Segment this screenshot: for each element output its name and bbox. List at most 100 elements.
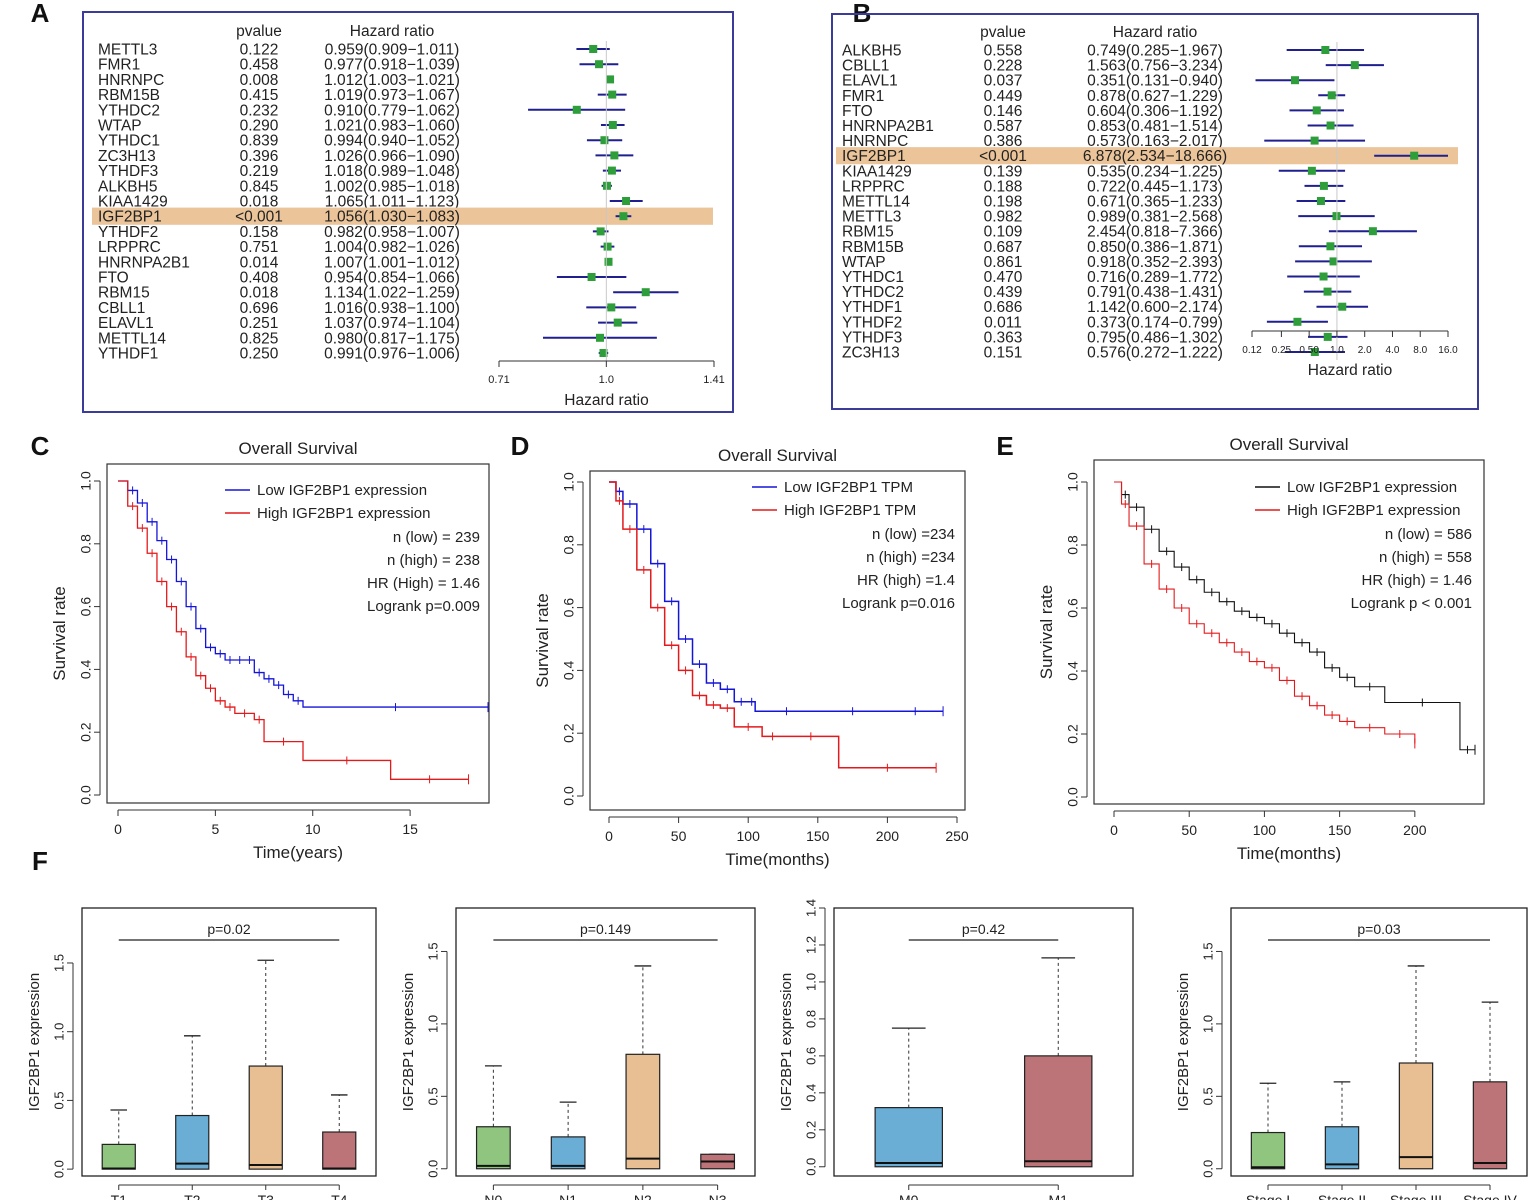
tick-label: 1.0	[51, 1023, 66, 1041]
pvalue-label: <0.001	[979, 148, 1027, 165]
hr-ci-label: 1.563(0.756−3.234)	[1087, 58, 1223, 75]
hr-marker	[1329, 257, 1338, 266]
tick-label: 1.5	[51, 954, 66, 972]
gene-label: YTHDF2	[842, 314, 902, 331]
hr-marker	[1326, 242, 1335, 251]
box-body	[1250, 1131, 1286, 1170]
col-header-hazard-ratio: Hazard ratio	[350, 23, 434, 40]
y-tick: 0.2	[78, 722, 100, 742]
stat-label: HR (high) = 1.46	[1362, 572, 1472, 589]
hr-ci-label: 1.018(0.989−1.048)	[324, 163, 460, 180]
gene-label: IGF2BP1	[842, 148, 906, 165]
box-body	[550, 1136, 586, 1170]
forest-row: RBM15B 0.415 1.019(0.973−1.067)	[98, 87, 627, 104]
box-body	[248, 1065, 283, 1170]
legend: Low IGF2BP1 expression High IGF2BP1 expre…	[225, 482, 480, 615]
forest-row: METTL14 0.198 0.671(0.365−1.233)	[842, 194, 1346, 211]
panel-letter-text: E	[996, 431, 1013, 461]
tick-label: 0.4	[561, 660, 577, 680]
gene-label: CBLL1	[98, 300, 145, 317]
pvalue-label: 0.158	[240, 224, 279, 241]
stat-label: HR (high) =1.4	[857, 572, 955, 589]
tick-label: 1.5	[1200, 942, 1215, 960]
tick-label: 100	[1253, 822, 1277, 838]
box-n0	[475, 1065, 511, 1170]
forest-row: FMR1 0.449 0.878(0.627−1.229)	[842, 88, 1346, 105]
tick-label: 100	[737, 828, 761, 844]
pvalue-label: 0.415	[240, 87, 279, 104]
forest-row: KIAA1429 0.139 0.535(0.234−1.225)	[842, 163, 1346, 180]
hr-marker	[1338, 302, 1347, 311]
legend-label: Low IGF2BP1 expression	[1287, 479, 1457, 496]
survival-curve	[1114, 481, 1475, 751]
tick-label: 0.4	[803, 1084, 818, 1102]
x-tick: 150	[1328, 811, 1352, 838]
pvalue-label: 0.139	[984, 163, 1023, 180]
box-body	[1324, 1126, 1360, 1170]
gene-label: METTL3	[842, 209, 901, 226]
y-tick: 0.6	[78, 597, 100, 616]
y-tick: 0.0	[1200, 1160, 1222, 1178]
stat-label: n (low) =234	[872, 526, 955, 543]
gene-label: KIAA1429	[98, 194, 168, 211]
forest-frame	[831, 13, 1479, 410]
hr-ci-label: 0.671(0.365−1.233)	[1087, 194, 1223, 211]
category-label: M0	[899, 1192, 919, 1200]
y-tick: 0.0	[1065, 787, 1087, 807]
stat-label: n (high) =234	[866, 549, 955, 566]
hr-ci-label: 0.722(0.445−1.173)	[1087, 178, 1223, 195]
box-m0	[874, 1027, 943, 1168]
hr-marker	[608, 90, 617, 99]
significance-bracket: p=0.02	[118, 921, 340, 941]
x-tick: 0.50	[1299, 331, 1319, 356]
gene-label: ALKBH5	[98, 178, 157, 195]
box-body	[322, 1131, 357, 1170]
y-tick: 0.4	[803, 1084, 825, 1102]
y-tick: 0.0	[803, 1158, 825, 1176]
hr-ci-label: 1.004(0.982−1.026)	[324, 239, 460, 256]
pvalue-label: 0.558	[984, 43, 1023, 60]
forest-row: YTHDF1 0.686 1.142(0.600−2.174)	[842, 299, 1369, 316]
forest-row: LRPPRC 0.188 0.722(0.445−1.173)	[842, 178, 1344, 195]
tick-label: 0.8	[78, 534, 94, 554]
hr-marker	[587, 273, 596, 281]
y-tick: 0.0	[78, 785, 100, 805]
x-tick: T3	[258, 1185, 274, 1200]
pvalue-label: 0.198	[984, 194, 1023, 211]
panel-letter-a: A	[31, 0, 50, 28]
plot-frame	[833, 907, 1134, 1177]
y-axis-label: IGF2BP1 expression	[778, 973, 795, 1111]
x-tick: 16.0	[1438, 331, 1458, 356]
col-header-hazard-ratio: Hazard ratio	[1113, 24, 1197, 41]
x-axis-label: Hazard ratio	[1308, 362, 1392, 379]
hr-ci-label: 0.373(0.174−0.799)	[1087, 314, 1223, 331]
tick-label: 0.8	[1065, 535, 1081, 555]
box-stage-ii	[1324, 1081, 1360, 1170]
y-tick: 0.6	[1065, 598, 1087, 618]
hr-ci-label: 1.016(0.938−1.100)	[324, 300, 460, 317]
hr-marker	[1307, 166, 1316, 175]
forest-row: KIAA1429 0.018 1.065(1.011−1.123)	[98, 194, 643, 211]
hr-marker	[1323, 332, 1332, 341]
forest-row: RBM15B 0.687 0.850(0.386−1.871)	[842, 239, 1363, 256]
forest-row: RBM15 0.018 1.134(1.022−1.259)	[98, 285, 679, 302]
tick-label: 2.0	[1358, 345, 1372, 356]
pvalue-label: 0.470	[984, 269, 1023, 286]
hr-marker	[600, 136, 609, 145]
category-label: T2	[184, 1192, 201, 1200]
x-axis-label: Hazard ratio	[564, 392, 648, 409]
hr-ci-label: 0.910(0.779−1.062)	[324, 102, 460, 119]
x-tick: 200	[1403, 811, 1427, 838]
hr-ci-label: 1.019(0.973−1.067)	[324, 87, 460, 104]
gene-label: ZC3H13	[98, 148, 156, 165]
y-tick: 0.4	[78, 659, 100, 679]
pvalue-label: 0.018	[240, 285, 279, 302]
gene-label: YTHDF1	[98, 346, 158, 363]
x-tick: 2.0	[1358, 331, 1372, 356]
y-tick: 1.0	[1065, 472, 1087, 492]
gene-label: HNRNPC	[98, 72, 164, 89]
forest-row: YTHDC1 0.470 0.716(0.289−1.772)	[842, 269, 1360, 286]
hr-ci-label: 0.980(0.817−1.175)	[324, 330, 460, 347]
y-axis-label: Survival rate	[1037, 585, 1056, 679]
